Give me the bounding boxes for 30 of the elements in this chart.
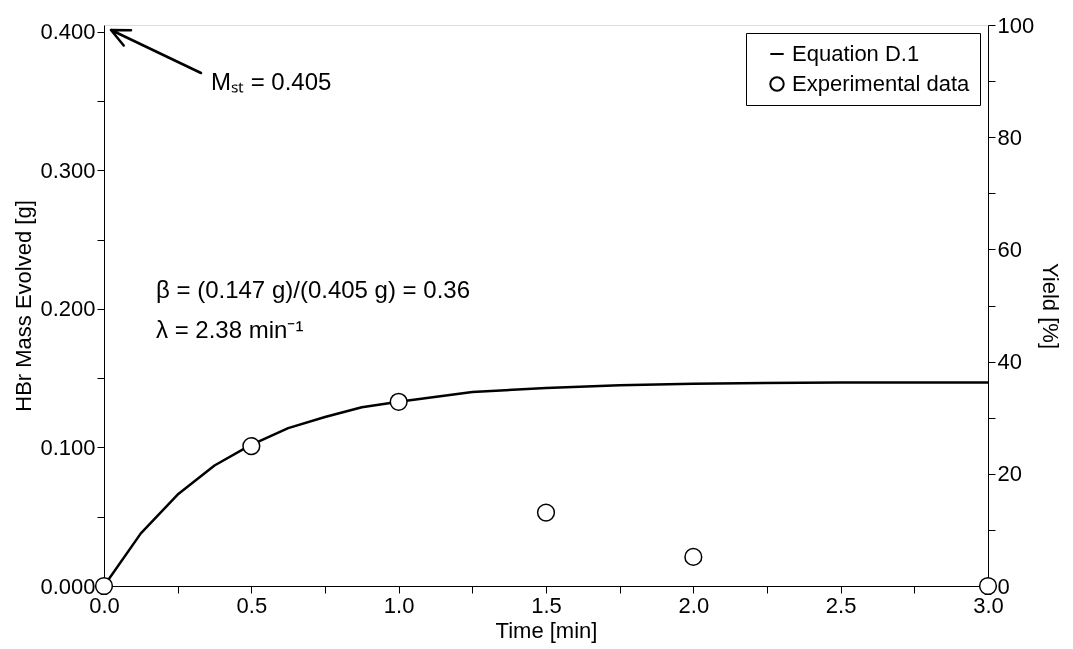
y-tick-label: 0.000 xyxy=(40,573,96,599)
x-axis-title: Time [min] xyxy=(495,617,598,643)
y2-tick-label: 0 xyxy=(997,573,1010,599)
y-tick-label: 0.100 xyxy=(40,434,96,460)
annotation: λ = 2.38 min⁻¹ xyxy=(156,316,304,343)
y-tick-label: 0.400 xyxy=(40,19,96,45)
y2-axis-title: Yield [%] xyxy=(1038,262,1064,350)
x-tick-label: 0.5 xyxy=(236,592,268,618)
legend-label: Experimental data xyxy=(792,71,971,96)
point xyxy=(978,576,998,596)
x-tick-label: 1.0 xyxy=(383,592,415,618)
y2-tick-label: 80 xyxy=(997,124,1022,150)
x-tick-label: 2.5 xyxy=(825,592,857,618)
y-tick-label: 0.200 xyxy=(40,296,96,322)
point xyxy=(536,503,556,522)
y-tick-label: 0.300 xyxy=(40,157,96,183)
y2-tick-label: 40 xyxy=(997,349,1022,375)
y-axis-title: HBr Mass Evolved [g] xyxy=(11,200,37,412)
point xyxy=(389,392,408,411)
annotation: β = (0.147 g)/(0.405 g) = 0.36 xyxy=(156,276,471,303)
point xyxy=(684,547,703,567)
x-tick-label: 1.5 xyxy=(531,592,562,618)
y2-tick-label: 100 xyxy=(997,12,1035,38)
annotation: Mₛₜ = 0.405 xyxy=(211,68,332,95)
y2-tick-label: 60 xyxy=(997,236,1022,262)
point xyxy=(94,576,114,596)
legend-label: Equation D.1 xyxy=(792,41,920,66)
point xyxy=(242,437,261,456)
x-tick-label: 2.0 xyxy=(678,592,710,618)
y2-tick-label: 20 xyxy=(997,461,1022,487)
